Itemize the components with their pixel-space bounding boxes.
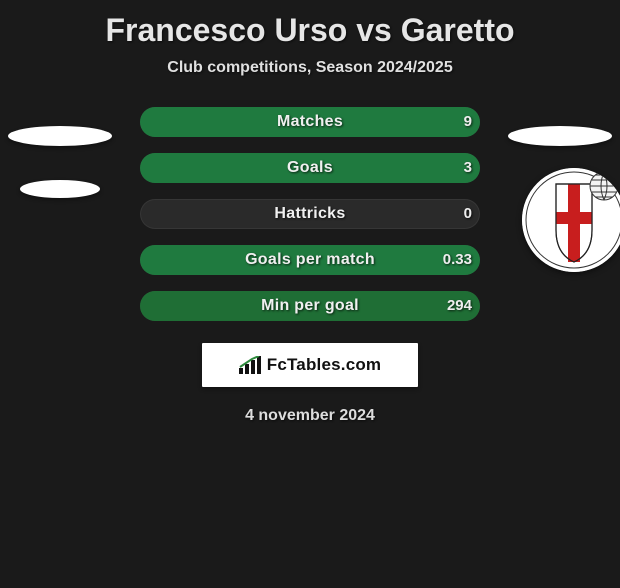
stat-bar-fill-right	[140, 291, 480, 321]
stat-value-right: 3	[464, 153, 472, 183]
brand-text: FcTables.com	[267, 355, 382, 375]
comparison-card: Francesco Urso vs Garetto Club competiti…	[0, 0, 620, 588]
stat-bar: Matches	[140, 107, 480, 137]
footer-date: 4 november 2024	[0, 407, 620, 425]
stat-bar-fill-right	[140, 107, 480, 137]
stat-value-right: 0	[464, 199, 472, 229]
stat-row: Matches9	[0, 99, 620, 145]
stat-bar: Goals per match	[140, 245, 480, 275]
stat-bar: Min per goal	[140, 291, 480, 321]
stat-row: Goals3	[0, 145, 620, 191]
stat-value-right: 294	[447, 291, 472, 321]
stat-label: Hattricks	[140, 199, 480, 229]
stat-row: Goals per match0.33	[0, 237, 620, 283]
stat-bar: Hattricks	[140, 199, 480, 229]
stats-list: Matches9Goals3Hattricks0Goals per match0…	[0, 99, 620, 329]
stat-row: Hattricks0	[0, 191, 620, 237]
subtitle: Club competitions, Season 2024/2025	[0, 59, 620, 77]
stat-bar-fill-right	[140, 245, 480, 275]
page-title: Francesco Urso vs Garetto	[0, 8, 620, 51]
stat-bar-fill-right	[140, 153, 480, 183]
stat-value-right: 0.33	[443, 245, 472, 275]
stat-row: Min per goal294	[0, 283, 620, 329]
brand-logo[interactable]: FcTables.com	[202, 343, 418, 387]
bar-chart-icon	[239, 356, 261, 374]
stat-value-right: 9	[464, 107, 472, 137]
stat-bar: Goals	[140, 153, 480, 183]
